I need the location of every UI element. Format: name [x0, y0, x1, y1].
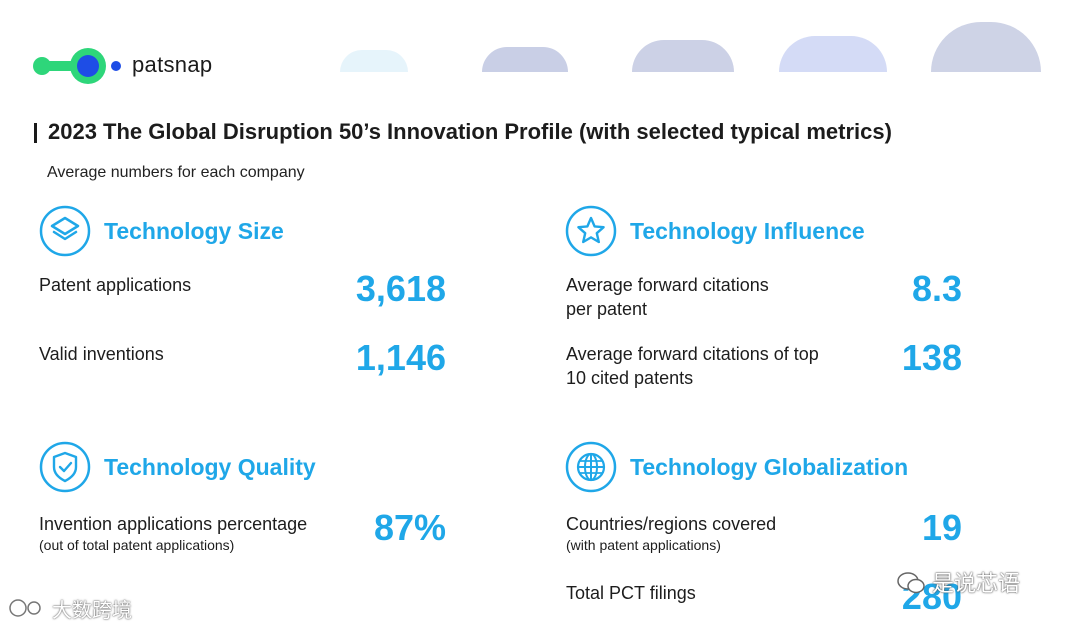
watermark-left: 大数跨境: [52, 600, 132, 622]
metric-value: 3,618: [355, 268, 446, 309]
metric-label-line2: 10 cited patents: [566, 368, 694, 388]
patsnap-logo-icon: [33, 48, 121, 84]
star-icon: [565, 205, 617, 257]
metric-value: 8.3: [911, 268, 962, 309]
globe-icon: [565, 441, 617, 493]
metric-label: Countries/regions covered: [566, 514, 777, 534]
wechat-icon: [897, 572, 925, 594]
metric-label: Patent applications: [39, 275, 192, 295]
decor-dome: [482, 47, 568, 72]
page-subtitle: Average numbers for each company: [47, 164, 305, 181]
decor-dome: [931, 22, 1041, 72]
metric-label: Valid inventions: [39, 344, 164, 364]
page-title: 2023 The Global Disruption 50’s Innovati…: [48, 119, 892, 144]
section-title-influence: Technology Influence: [630, 218, 865, 244]
metric-label-line1: Average forward citations: [566, 275, 769, 295]
metric-value: 19: [921, 507, 962, 548]
metric-label: Invention applications percentage: [39, 514, 308, 534]
title-accent-bar: [34, 123, 37, 143]
metric-sublabel: (out of total patent applications): [39, 537, 235, 553]
metric-value: 87%: [373, 507, 446, 548]
section-title-globalization: Technology Globalization: [630, 454, 909, 480]
shield-check-icon: [39, 441, 91, 493]
decor-dome: [340, 50, 408, 72]
metric-label-line1: Average forward citations of top: [566, 344, 819, 364]
metric-label: Total PCT filings: [566, 583, 696, 603]
metric-label-line2: per patent: [566, 299, 648, 319]
section-title-size: Technology Size: [104, 218, 284, 244]
metric-label: Average forward citations of top 10 cite…: [566, 342, 819, 390]
metric-label: Average forward citations per patent: [566, 273, 769, 321]
metric-value: 1,146: [355, 337, 446, 378]
metric-value: 138: [901, 337, 962, 378]
metric-sublabel: (with patent applications): [566, 537, 721, 553]
decor-dome: [779, 36, 887, 72]
layers-icon: [39, 205, 91, 257]
decor-dome: [632, 40, 734, 72]
watermark-right: 是说芯语: [932, 571, 1021, 596]
section-title-quality: Technology Quality: [104, 454, 316, 480]
watermark-logo-icon: [9, 599, 41, 617]
logo-text: patsnap: [132, 52, 213, 77]
